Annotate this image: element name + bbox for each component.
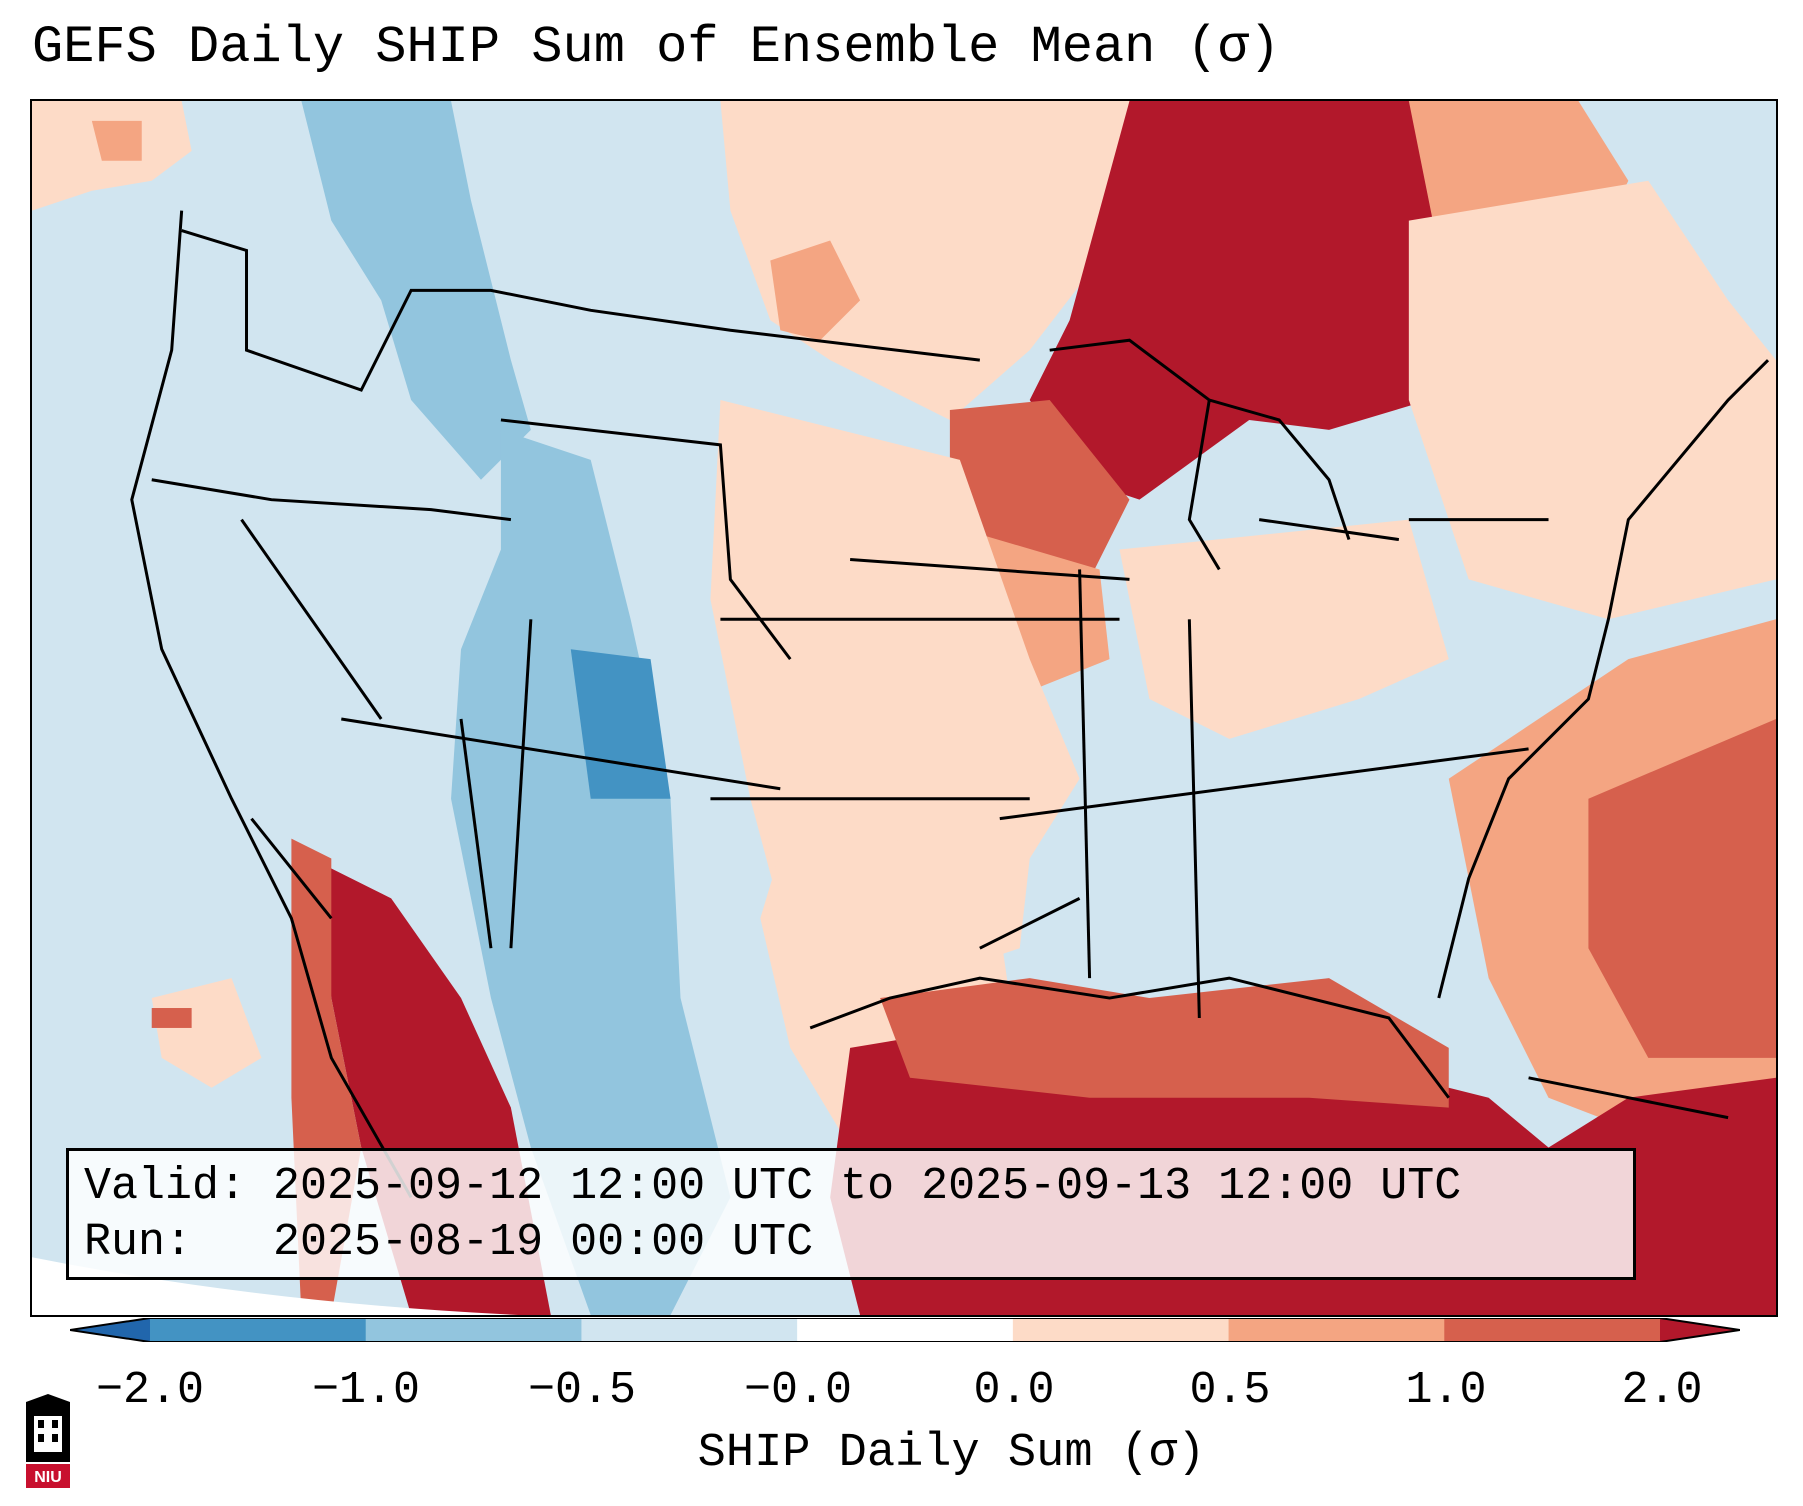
niu-logo: NIU — [26, 1394, 70, 1488]
colorbar-segment — [581, 1318, 798, 1342]
colorbar-tick-label: −0.5 — [527, 1365, 637, 1416]
colorbar-tick-label: −1.0 — [311, 1365, 421, 1416]
colorbar-segment — [150, 1318, 367, 1342]
map-panel — [30, 99, 1778, 1317]
map-svg — [32, 101, 1776, 1315]
colorbar-segment — [1228, 1318, 1445, 1342]
anomaly-region-north-plains-b — [770, 240, 861, 341]
colorbar-tick-label: −0.0 — [743, 1365, 853, 1416]
coastlines — [130, 210, 1770, 1199]
run-time-text: Run: 2025-08-19 00:00 UTC — [84, 1217, 814, 1268]
anomaly-region-rockies-south — [451, 429, 731, 1315]
colorbar-extend-low — [70, 1318, 150, 1342]
anomaly-region-great-lakes — [1029, 101, 1489, 500]
colorbar-segment — [365, 1318, 582, 1342]
anomaly-region-pacific-core — [151, 1008, 192, 1028]
colorbar-tick-label: 1.0 — [1405, 1365, 1487, 1416]
colorbar-segment — [797, 1318, 1014, 1342]
colorbar-tick-label: 0.5 — [1189, 1365, 1271, 1416]
anomaly-region-northeast — [1408, 180, 1776, 620]
colorbar-svg — [70, 1318, 1740, 1342]
colorbar-segment — [1012, 1318, 1230, 1342]
anomaly-region-rockies-core — [570, 649, 671, 799]
colorbar-extend-high — [1660, 1318, 1740, 1342]
chart-title: GEFS Daily SHIP Sum of Ensemble Mean (σ) — [32, 18, 1281, 77]
colorbar-tick-label: −2.0 — [95, 1365, 205, 1416]
anomaly-region-nw-coast-core — [91, 120, 142, 161]
map-domain-edge — [32, 1257, 930, 1315]
state-boundaries — [151, 229, 1549, 1019]
colorbar-tick-label: 0.0 — [973, 1365, 1055, 1416]
anomaly-region-gulf-coast — [880, 978, 1449, 1108]
colorbar-label: SHIP Daily Sum (σ) — [697, 1427, 1206, 1480]
colorbar-tick-label: 2.0 — [1621, 1365, 1703, 1416]
anomaly-region-wisconsin — [949, 400, 1130, 580]
anomaly-region-pacific — [151, 978, 262, 1088]
colorbar — [70, 1318, 1740, 1342]
colorbar-segment — [1444, 1318, 1661, 1342]
anomaly-region-midwest-east — [1119, 519, 1449, 739]
valid-time-text: Valid: 2025-09-12 12:00 UTC to 2025-09-1… — [84, 1161, 1462, 1212]
logo-text: NIU — [34, 1469, 62, 1486]
anomaly-region-atlantic-core — [1588, 718, 1776, 1058]
info-box: Valid: 2025-09-12 12:00 UTC to 2025-09-1… — [66, 1148, 1636, 1280]
